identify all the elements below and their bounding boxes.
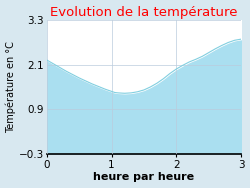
Title: Evolution de la température: Evolution de la température — [50, 6, 238, 19]
X-axis label: heure par heure: heure par heure — [94, 172, 194, 182]
Y-axis label: Température en °C: Température en °C — [6, 41, 16, 133]
